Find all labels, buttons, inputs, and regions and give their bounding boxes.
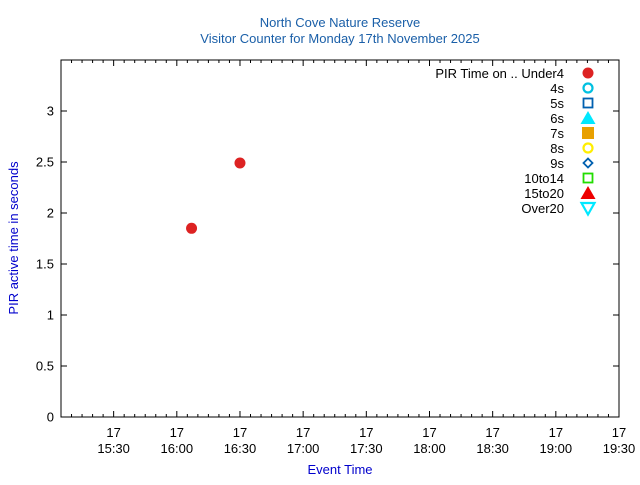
y-tick-label: 1 [47,308,54,323]
data-point [234,157,246,169]
chart-title: North Cove Nature Reserve [260,15,420,30]
y-tick-label: 0.5 [36,359,54,374]
legend-marker [580,186,596,199]
legend-marker [582,97,594,109]
x-tick-label: 18:30 [476,441,509,456]
x-tick-day-label: 17 [612,425,626,440]
x-tick-label: 17:30 [350,441,383,456]
x-tick-day-label: 17 [233,425,247,440]
x-tick-day-label: 17 [549,425,563,440]
x-axis: 1715:301716:001716:301717:001717:301718:… [60,60,636,456]
legend-label: 15to20 [524,186,564,201]
legend-marker [580,111,596,124]
legend-marker [582,172,594,184]
data-points [186,157,246,234]
x-tick-label: 16:30 [224,441,257,456]
data-point [186,222,198,234]
y-tick-label: 2.5 [36,155,54,170]
legend-marker [582,67,594,79]
legend-label: 7s [550,126,564,141]
x-tick-day-label: 17 [485,425,499,440]
x-tick-day-label: 17 [422,425,436,440]
legend-label: 5s [550,96,564,111]
legend-label: 6s [550,111,564,126]
x-tick-day-label: 17 [359,425,373,440]
legend-marker [582,127,594,139]
legend-label: Over20 [521,201,564,216]
x-tick-label: 16:00 [161,441,194,456]
x-tick-label: 19:30 [603,441,636,456]
legend-label: PIR Time on .. Under4 [435,66,564,81]
legend-marker [582,142,594,154]
x-tick-label: 17:00 [287,441,320,456]
legend-marker [579,201,597,217]
legend-marker [582,82,594,94]
plot-area-frame [60,59,620,418]
y-tick-label: 2 [47,206,54,221]
legend: PIR Time on .. Under44s5s6s7s8s9s10to141… [435,66,597,217]
y-axis-label: PIR active time in seconds [6,161,21,315]
x-tick-day-label: 17 [106,425,120,440]
legend-marker [582,157,594,169]
legend-label: 10to14 [524,171,564,186]
chart-subtitle: Visitor Counter for Monday 17th November… [200,31,479,46]
legend-label: 4s [550,81,564,96]
x-tick-label: 15:30 [97,441,130,456]
legend-label: 8s [550,141,564,156]
y-tick-label: 1.5 [36,257,54,272]
x-tick-label: 19:00 [540,441,573,456]
legend-label: 9s [550,156,564,171]
x-tick-label: 18:00 [413,441,446,456]
x-tick-day-label: 17 [170,425,184,440]
x-axis-label: Event Time [307,462,372,477]
y-axis: 0 0.5 1 1.5 2 2.5 3 [36,104,619,425]
y-tick-label: 0 [47,410,54,425]
y-tick-label: 3 [47,104,54,119]
x-tick-day-label: 17 [296,425,310,440]
